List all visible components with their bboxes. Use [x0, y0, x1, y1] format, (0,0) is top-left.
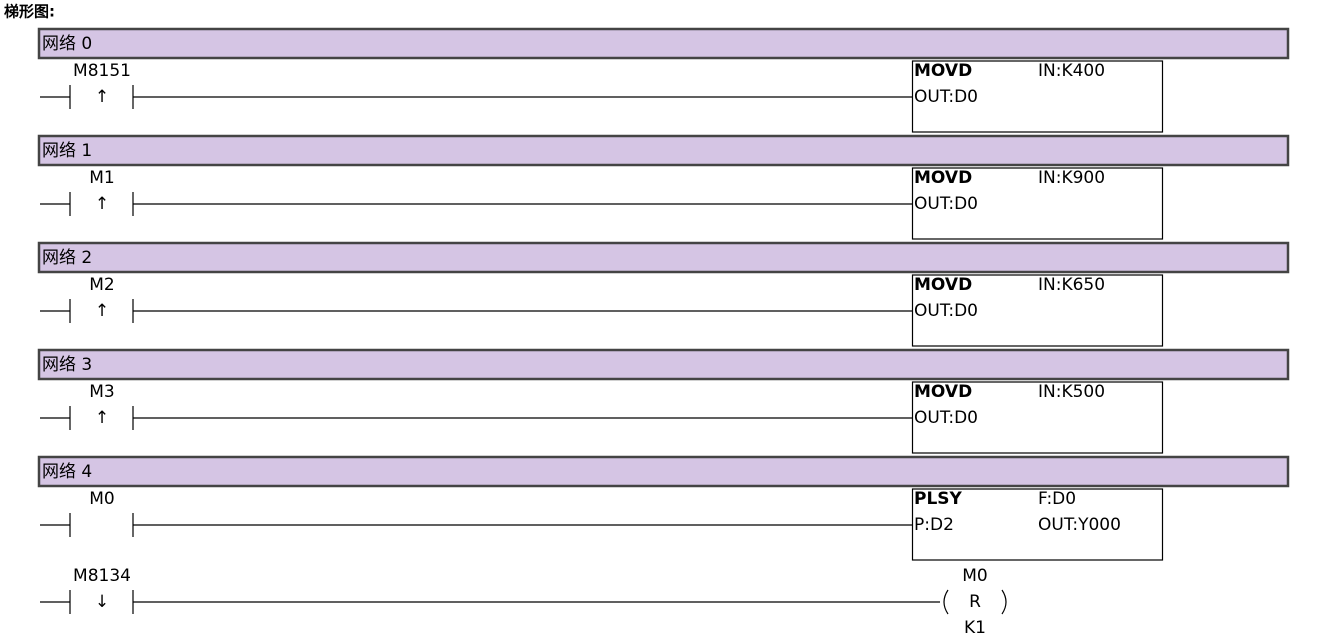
- instruction-param: F:D0: [1038, 489, 1076, 509]
- instruction-box: [911, 381, 1164, 454]
- instruction-box: [911, 488, 1164, 561]
- instruction-param: OUT:Y000: [1038, 515, 1121, 535]
- contact-label: M3: [89, 382, 114, 402]
- page-title: 梯形图:: [4, 3, 55, 21]
- edge-symbol: ↑: [95, 87, 109, 107]
- instruction-param: IN:K650: [1038, 275, 1105, 295]
- instruction-param: OUT:D0: [914, 408, 978, 428]
- network-header: [37, 455, 1290, 488]
- coil-count: K1: [964, 618, 986, 638]
- edge-symbol: ↑: [95, 408, 109, 428]
- edge-symbol: ↓: [95, 592, 109, 612]
- network-header: [37, 27, 1290, 60]
- instruction-box: [911, 274, 1164, 347]
- contact-label: M1: [89, 168, 114, 188]
- contact-label: M8134: [73, 566, 131, 586]
- instruction-box: [911, 167, 1164, 240]
- instruction-param: OUT:D0: [914, 301, 978, 321]
- instruction-param: OUT:D0: [914, 87, 978, 107]
- network-label: 网络 0: [42, 34, 92, 54]
- coil-target: M0: [962, 566, 987, 586]
- instruction-box: [911, 60, 1164, 133]
- instruction-param: P:D2: [914, 515, 954, 535]
- instruction-param: IN:K400: [1038, 61, 1105, 81]
- coil-left: [943, 589, 949, 615]
- network-header: [37, 241, 1290, 274]
- network-header: [37, 134, 1290, 167]
- network-label: 网络 4: [42, 462, 92, 482]
- network-label: 网络 1: [42, 141, 92, 161]
- instruction-param: OUT:D0: [914, 194, 978, 214]
- contact-label: M8151: [73, 61, 131, 81]
- network-label: 网络 2: [42, 248, 92, 268]
- instruction-name: PLSY: [914, 489, 963, 509]
- coil-right: [1001, 589, 1007, 615]
- instruction-name: MOVD: [914, 275, 972, 295]
- contact-label: M2: [89, 275, 114, 295]
- edge-symbol: ↑: [95, 301, 109, 321]
- network-header: [37, 348, 1290, 381]
- contact-label: M0: [89, 489, 114, 509]
- coil-op: R: [969, 592, 981, 612]
- instruction-name: MOVD: [914, 382, 972, 402]
- edge-symbol: ↑: [95, 194, 109, 214]
- instruction-name: MOVD: [914, 61, 972, 81]
- instruction-param: IN:K900: [1038, 168, 1105, 188]
- network-label: 网络 3: [42, 355, 92, 375]
- instruction-param: IN:K500: [1038, 382, 1105, 402]
- instruction-name: MOVD: [914, 168, 972, 188]
